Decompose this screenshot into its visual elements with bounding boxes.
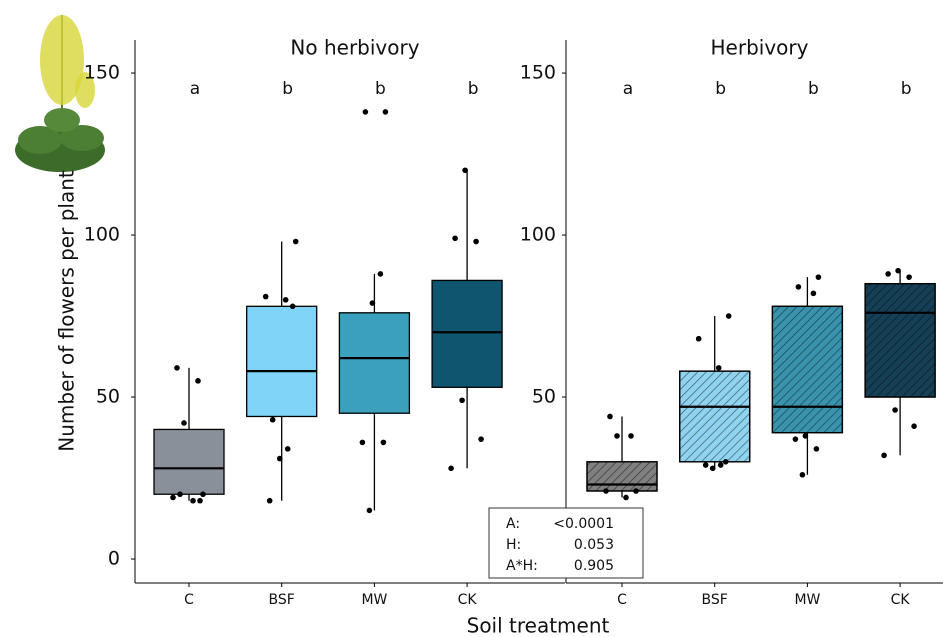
data-point bbox=[378, 271, 384, 277]
x-tick-label: MW bbox=[794, 592, 820, 608]
x-tick-label: CK bbox=[891, 592, 911, 608]
x-tick-label: C bbox=[617, 592, 627, 608]
data-point bbox=[190, 498, 196, 504]
data-point bbox=[177, 491, 183, 497]
data-point bbox=[803, 433, 809, 439]
y-tick-label: 150 bbox=[84, 62, 120, 84]
y-tick-label: 50 bbox=[532, 386, 556, 408]
data-point bbox=[796, 284, 802, 290]
group-letter: b bbox=[375, 79, 386, 99]
data-point bbox=[363, 109, 369, 115]
box-hatch bbox=[772, 306, 842, 432]
group-letter: b bbox=[901, 79, 912, 99]
y-tick-label: 0 bbox=[108, 548, 120, 570]
data-point bbox=[881, 453, 887, 459]
data-point bbox=[195, 378, 201, 384]
x-tick-label: BSF bbox=[702, 592, 728, 608]
data-point bbox=[473, 239, 479, 245]
data-point bbox=[267, 498, 273, 504]
data-point bbox=[892, 407, 898, 413]
data-point bbox=[716, 365, 722, 371]
data-point bbox=[452, 235, 458, 241]
data-point bbox=[800, 472, 806, 478]
data-point bbox=[703, 462, 709, 468]
data-point bbox=[885, 271, 891, 277]
stats-label: H: bbox=[506, 537, 521, 553]
chart: Number of flowers per plant Soil treatme… bbox=[0, 0, 943, 637]
group-letter: a bbox=[190, 79, 200, 99]
data-point bbox=[459, 397, 465, 403]
panel-title: No herbivory bbox=[290, 36, 419, 60]
data-point bbox=[633, 488, 639, 494]
data-point bbox=[614, 433, 620, 439]
data-point bbox=[383, 109, 389, 115]
data-point bbox=[710, 466, 716, 472]
data-point bbox=[603, 488, 609, 494]
data-point bbox=[283, 297, 289, 303]
y-tick-label: 150 bbox=[520, 62, 556, 84]
group-letter: b bbox=[715, 79, 726, 99]
data-point bbox=[628, 433, 634, 439]
page: Number of flowers per plant Soil treatme… bbox=[0, 0, 943, 637]
data-point bbox=[290, 304, 296, 310]
data-point bbox=[200, 491, 206, 497]
x-tick-label: C bbox=[184, 592, 194, 608]
data-point bbox=[814, 446, 820, 452]
data-point bbox=[718, 462, 724, 468]
data-point bbox=[381, 440, 387, 446]
data-point bbox=[696, 336, 702, 342]
box bbox=[154, 429, 224, 494]
data-point bbox=[170, 495, 176, 501]
group-letter: a bbox=[623, 79, 633, 99]
y-tick-label: 50 bbox=[96, 386, 120, 408]
data-point bbox=[174, 365, 180, 371]
data-point bbox=[270, 417, 276, 423]
data-point bbox=[277, 456, 283, 462]
data-point bbox=[197, 498, 203, 504]
data-point bbox=[478, 436, 484, 442]
data-point bbox=[448, 466, 454, 472]
box-hatch bbox=[865, 284, 935, 397]
data-point bbox=[263, 294, 269, 300]
stats-value: 0.053 bbox=[574, 537, 614, 553]
data-point bbox=[370, 300, 376, 306]
stats-label: A: bbox=[506, 516, 520, 532]
group-letter: b bbox=[468, 79, 479, 99]
data-point bbox=[895, 268, 901, 274]
data-point bbox=[367, 508, 373, 514]
panel-title: Herbivory bbox=[711, 36, 809, 60]
box-hatch bbox=[680, 371, 750, 462]
data-point bbox=[181, 420, 187, 426]
box-hatch bbox=[587, 462, 657, 491]
x-tick-label: MW bbox=[361, 592, 387, 608]
data-point bbox=[793, 436, 799, 442]
data-point bbox=[816, 274, 822, 280]
plant-icon bbox=[15, 15, 105, 172]
data-point bbox=[906, 274, 912, 280]
data-point bbox=[293, 239, 299, 245]
group-letter: b bbox=[808, 79, 819, 99]
data-point bbox=[726, 313, 732, 319]
x-tick-label: BSF bbox=[269, 592, 295, 608]
box bbox=[339, 313, 409, 413]
data-point bbox=[360, 440, 366, 446]
data-point bbox=[462, 167, 468, 173]
x-tick-label: CK bbox=[458, 592, 478, 608]
data-point bbox=[911, 423, 917, 429]
data-point bbox=[811, 291, 817, 297]
x-axis-label: Soil treatment bbox=[467, 614, 610, 637]
group-letter: b bbox=[282, 79, 293, 99]
data-point bbox=[723, 459, 729, 465]
box bbox=[247, 306, 317, 416]
stats-value: 0.905 bbox=[574, 558, 614, 574]
box bbox=[432, 280, 502, 387]
data-point bbox=[285, 446, 291, 452]
stats-label: A*H: bbox=[506, 558, 538, 574]
y-tick-label: 100 bbox=[84, 224, 120, 246]
y-axis-label: Number of flowers per plant bbox=[55, 170, 79, 452]
data-point bbox=[607, 414, 613, 420]
stats-value: <0.0001 bbox=[553, 516, 614, 532]
y-tick-label: 100 bbox=[520, 224, 556, 246]
data-point bbox=[623, 495, 629, 501]
